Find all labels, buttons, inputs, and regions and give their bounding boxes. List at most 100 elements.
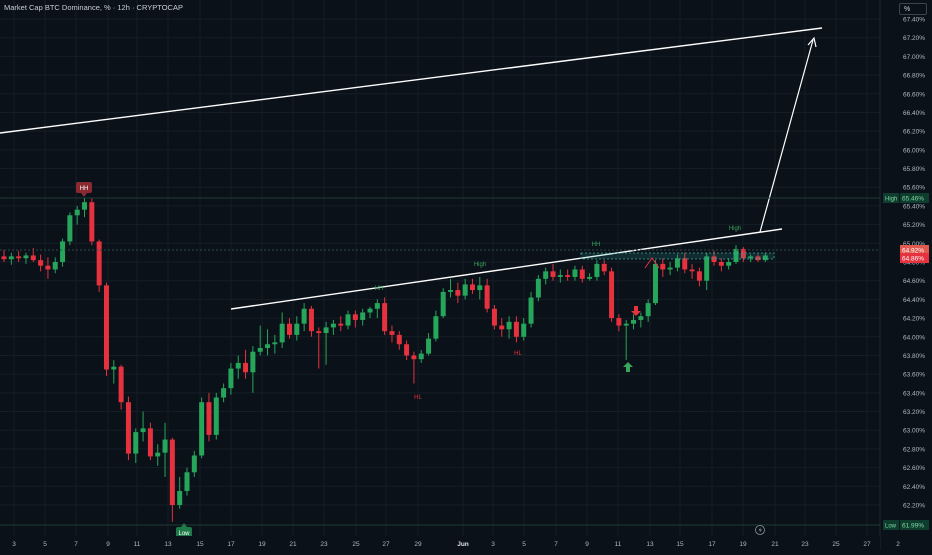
time-axis[interactable] [0,536,880,550]
candle-body [30,255,36,261]
candle-body [16,256,22,259]
chart-title: Market Cap BTC Dominance, % · 12h · CRYP… [4,3,183,12]
candle-body [118,366,124,403]
candle-body [74,209,80,216]
candle-body [38,260,44,266]
candle-body [265,344,271,348]
candle-body [543,271,549,279]
candle-body [60,241,66,262]
y-tick-label: 62.80% [903,446,925,453]
price-label-bg [900,193,929,203]
candle-body [1,256,7,260]
candle-body [726,262,732,266]
candle-body [323,327,329,334]
candle-body [8,256,14,260]
candle-body [448,290,454,292]
candle-body [294,323,300,335]
y-tick-label: 66.60% [903,91,925,98]
y-tick-label: 65.00% [903,241,925,248]
y-axis-ticks: 67.40% 67.20% 67.00% 66.80% 66.60% 66.40% 66.2… [903,17,925,510]
candle-body [411,355,417,360]
price-axis[interactable] [880,0,932,550]
x-tick-label: 5 [522,541,526,548]
candle-body [396,334,402,345]
x-tick-label: 17 [227,541,235,548]
candle-body [733,248,739,262]
price-label-name-bg [883,520,899,530]
projection-arrow[interactable] [759,39,814,233]
annotation-label: HH [375,286,384,292]
annotation-label: HL [414,395,422,401]
x-tick-label: 7 [74,541,78,548]
x-tick-label: 27 [863,541,871,548]
x-tick-label: 29 [414,541,422,548]
candle-body [89,202,95,242]
candle-body [674,258,680,268]
zone-box[interactable] [580,252,775,260]
candle-body [601,263,607,272]
price-label-name: Low [885,524,897,530]
x-tick-label: 13 [646,541,654,548]
candle-body [199,402,205,456]
candle-body [718,262,724,266]
candle-body [660,263,666,270]
candle-body [587,276,593,279]
candle-body [755,256,761,261]
candle-body [513,321,519,337]
y-tick-label: 66.40% [903,110,925,117]
x-tick-label: 11 [134,541,141,548]
grid [0,0,899,536]
price-label-bg [900,245,929,255]
annotation-badge [76,182,92,193]
candle-body [147,428,153,457]
candle-body [740,248,746,259]
candle-body [162,439,168,453]
candle-body [557,275,563,277]
candle-body [206,402,212,435]
x-tick-label: 3 [491,541,495,548]
candle-body [389,331,395,335]
x-tick-label: 25 [352,541,360,548]
candle-body [433,316,439,339]
candle-body [272,342,278,345]
candle-body [96,241,102,286]
candle-body [177,490,183,505]
unit-toggle[interactable]: % [899,3,927,15]
candle-body [382,303,388,332]
candle-body [631,319,637,324]
candle-body [125,402,131,454]
candle-body [213,397,219,435]
price-label-name: High [885,197,897,203]
y-tick-label: 63.00% [903,428,925,435]
x-tick-label: 9 [585,541,589,548]
x-tick-label: 5 [43,541,47,548]
candle-body [155,452,161,457]
annotation-badge [176,527,192,538]
candle-body [689,269,695,272]
price-label-value: 64.86% [902,256,924,263]
y-tick-label: 66.20% [903,129,925,136]
trendline-support[interactable] [230,228,783,310]
candle-body [228,368,234,389]
candle-body [184,472,190,491]
candle-body [491,308,497,326]
y-tick-label: 64.20% [903,316,925,323]
candle-body [506,321,512,330]
price-label-bg [900,253,929,263]
x-tick-label: 19 [258,541,266,548]
y-tick-label: 65.40% [903,203,925,210]
x-tick-label: 7 [554,541,558,548]
candle-body [45,265,51,270]
candle-body [616,318,622,326]
trendline-upper[interactable] [0,27,823,134]
candle-body [243,362,249,373]
x-tick-label: 25 [832,541,840,548]
annotation-badge-label: Low [178,531,190,537]
candle-body [140,428,146,433]
candle-body [711,256,717,262]
lightning-icon[interactable] [755,525,765,535]
candle-body [704,256,710,281]
y-tick-label: 63.60% [903,372,925,379]
